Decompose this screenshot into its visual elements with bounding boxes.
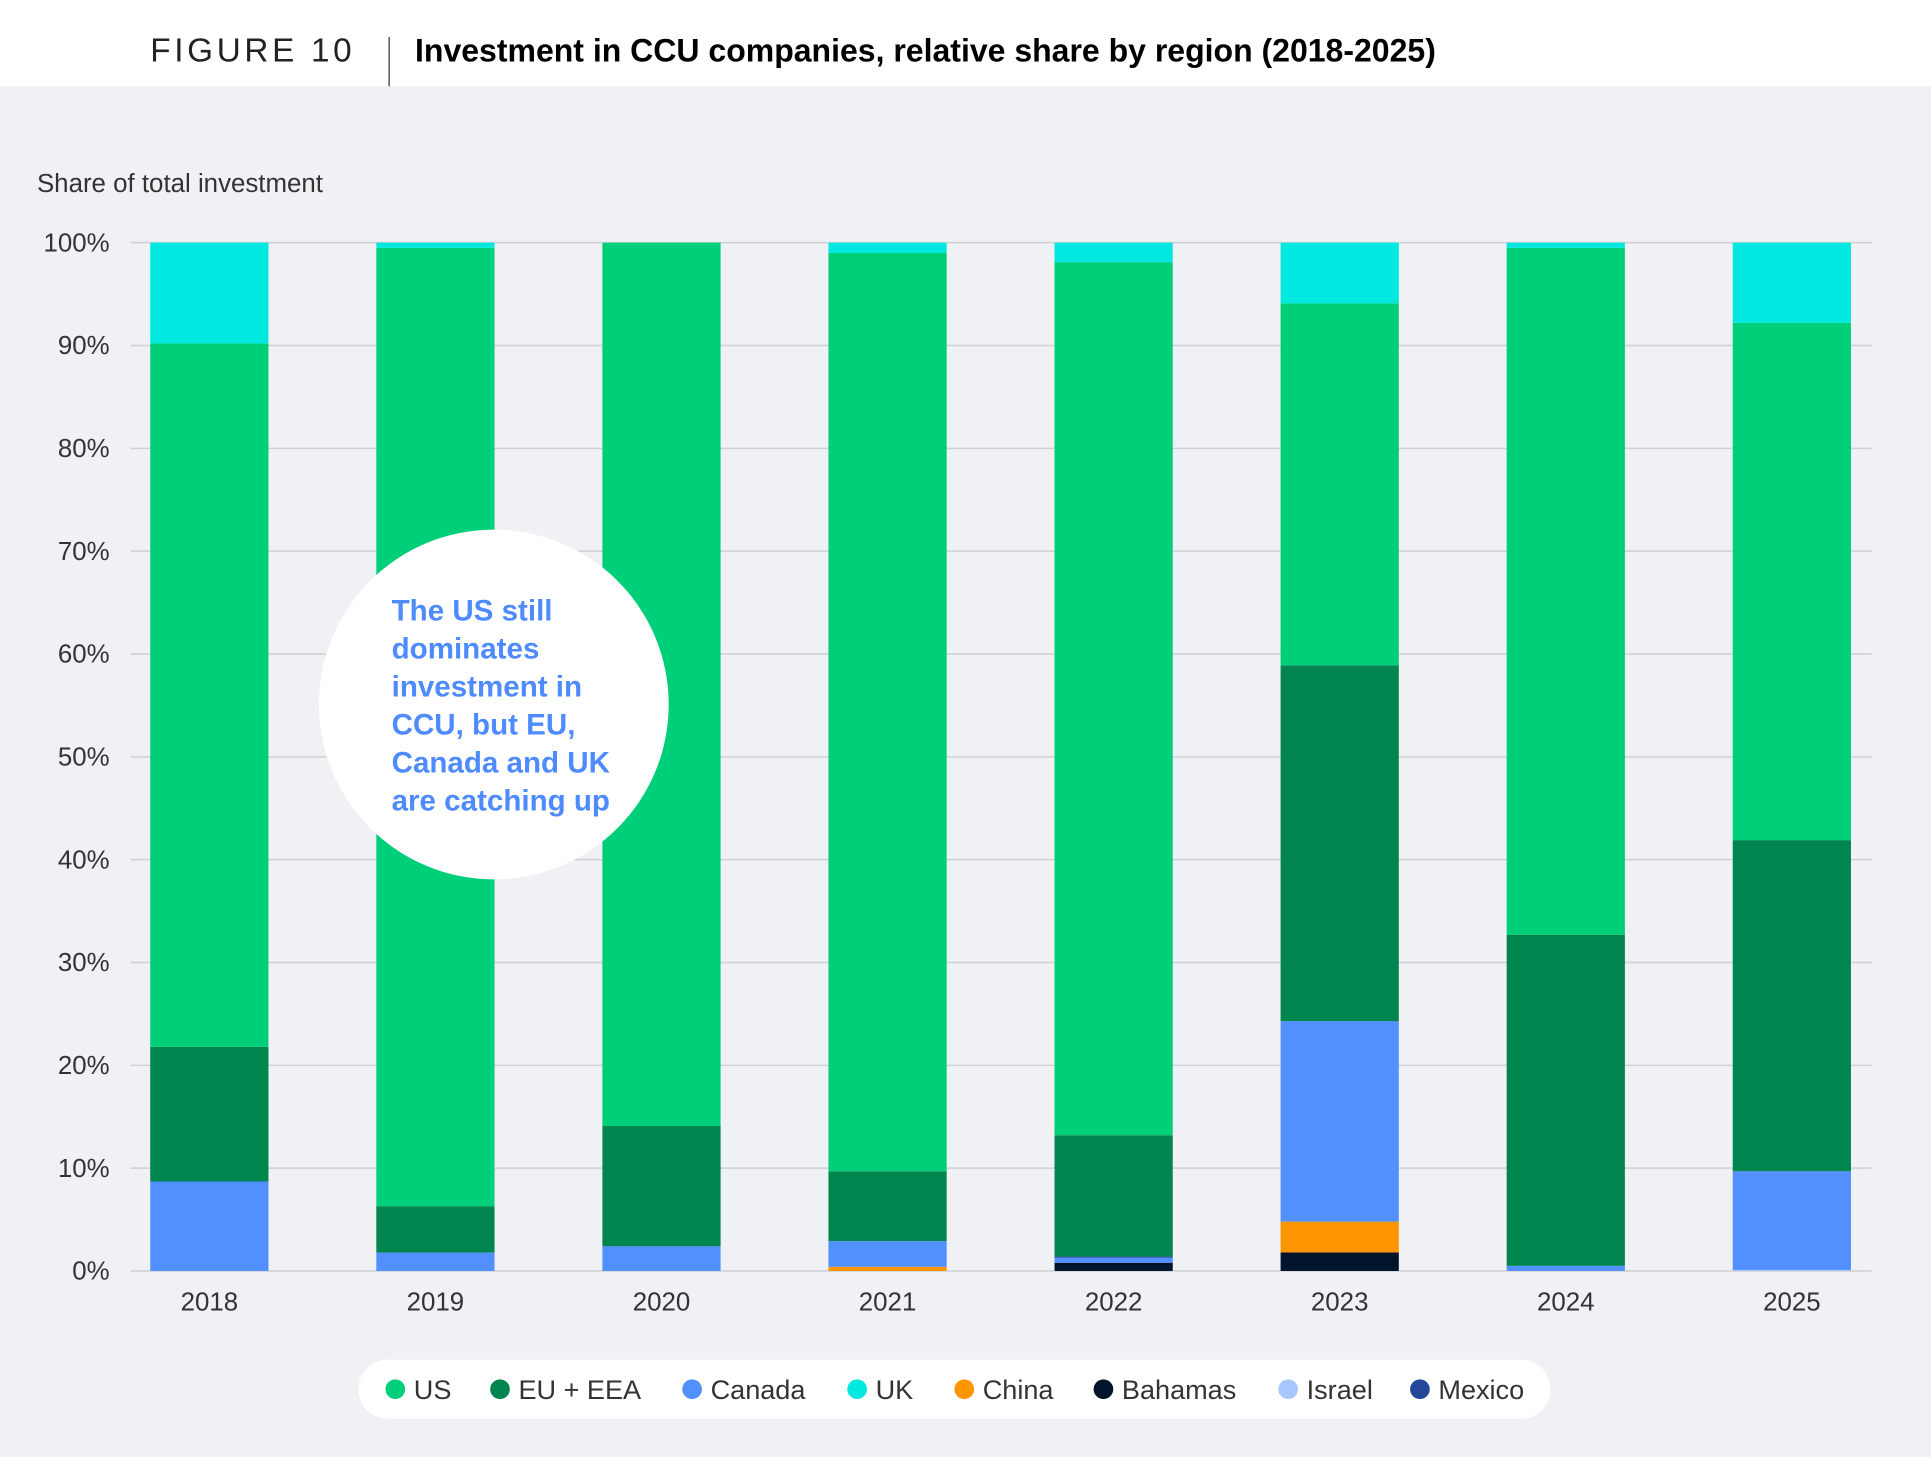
bar-segment-canada-2018 xyxy=(150,1181,269,1271)
bar-segment-canada-2022 xyxy=(1054,1257,1173,1263)
legend-item-israel: Israel xyxy=(1278,1374,1373,1405)
annotation-text: CCU, but EU, xyxy=(392,709,576,742)
y-tick-label: 100% xyxy=(43,229,109,257)
y-tick-label: 0% xyxy=(72,1258,109,1286)
bar-segment-canada-2020 xyxy=(602,1246,721,1271)
bar-segment-eu-eea-2021 xyxy=(828,1171,947,1242)
bar-segment-china-2023 xyxy=(1280,1221,1399,1253)
bar-segment-us-2021 xyxy=(828,252,947,1172)
x-tick-label: 2021 xyxy=(859,1288,917,1316)
x-tick-label: 2018 xyxy=(181,1288,239,1316)
bar-segment-uk-2019 xyxy=(376,242,495,248)
bar-segment-uk-2018 xyxy=(150,242,269,344)
legend-item-mexico: Mexico xyxy=(1410,1374,1524,1405)
legend-label: UK xyxy=(876,1374,914,1405)
bar-stack-2022 xyxy=(1054,242,1173,1271)
legend-item-bahamas: Bahamas xyxy=(1093,1374,1236,1405)
legend-swatch xyxy=(954,1379,975,1400)
legend-swatch xyxy=(490,1379,510,1400)
legend-swatch xyxy=(682,1379,702,1400)
bar-stack-2025 xyxy=(1732,242,1851,1271)
bar-segment-canada-2025 xyxy=(1732,1171,1851,1270)
annotation-text: are catching up xyxy=(392,784,610,817)
y-tick-label: 60% xyxy=(58,641,110,669)
legend-label: China xyxy=(983,1374,1055,1405)
bar-segment-us-2023 xyxy=(1280,303,1399,666)
bar-segment-eu-eea-2020 xyxy=(602,1125,721,1247)
bar-segment-china-2021 xyxy=(828,1266,947,1271)
bar-segment-us-2022 xyxy=(1054,262,1173,1136)
x-tick-label: 2020 xyxy=(633,1288,691,1316)
legend-item-us: US xyxy=(385,1374,451,1405)
legend-swatch xyxy=(385,1379,406,1400)
x-tick-label: 2019 xyxy=(407,1288,465,1316)
legend-label: Mexico xyxy=(1438,1374,1524,1405)
bar-stack-2024 xyxy=(1506,242,1625,1271)
legend-item-china: China xyxy=(954,1374,1054,1405)
bar-segment-us-2024 xyxy=(1506,247,1625,935)
x-tick-label: 2024 xyxy=(1537,1288,1595,1316)
legend-label: US xyxy=(414,1374,452,1405)
annotation-bubble xyxy=(318,529,669,880)
bar-segment-us-2025 xyxy=(1732,322,1851,841)
bar-segment-bahamas-2023 xyxy=(1280,1252,1399,1271)
legend-swatch xyxy=(1278,1379,1299,1400)
legend-swatch xyxy=(1410,1379,1430,1400)
bar-segment-eu-eea-2024 xyxy=(1506,934,1625,1266)
legend-swatch xyxy=(1093,1379,1114,1400)
annotation-text: Canada and UK xyxy=(392,746,611,779)
y-tick-label: 80% xyxy=(58,435,110,463)
y-tick-label: 70% xyxy=(58,538,110,566)
x-tick-label: 2025 xyxy=(1763,1288,1821,1316)
legend-label: Israel xyxy=(1307,1374,1373,1405)
y-tick-label: 20% xyxy=(58,1052,110,1080)
bar-segment-uk-2022 xyxy=(1054,242,1173,263)
bar-segment-bahamas-2022 xyxy=(1054,1262,1173,1271)
bar-segment-canada-2024 xyxy=(1506,1265,1625,1271)
y-tick-label: 30% xyxy=(58,949,110,977)
y-tick-label: 40% xyxy=(58,846,110,874)
bar-stack-2018 xyxy=(150,242,269,1271)
bar-segment-uk-2021 xyxy=(828,242,947,253)
legend-swatch xyxy=(847,1379,867,1400)
bar-segment-eu-eea-2022 xyxy=(1054,1135,1173,1257)
legend-item-canada: Canada xyxy=(682,1374,806,1405)
bar-segment-uk-2025 xyxy=(1732,242,1851,323)
annotation-text: The US still xyxy=(392,595,553,628)
legend-label: EU + EEA xyxy=(518,1374,642,1405)
bar-stack-2023 xyxy=(1280,242,1399,1271)
bar-segment-us-2018 xyxy=(150,343,269,1047)
bar-stack-2021 xyxy=(828,242,947,1271)
bar-segment-canada-2021 xyxy=(828,1241,947,1267)
y-tick-label: 10% xyxy=(58,1155,110,1183)
x-tick-label: 2022 xyxy=(1085,1288,1143,1316)
bar-segment-canada-2023 xyxy=(1280,1021,1399,1222)
bar-segment-eu-eea-2025 xyxy=(1732,840,1851,1172)
bar-segment-uk-2023 xyxy=(1280,242,1399,304)
y-tick-label: 50% xyxy=(58,743,110,771)
bar-segment-canada-2019 xyxy=(376,1252,495,1271)
y-tick-label: 90% xyxy=(58,332,110,360)
legend-item-uk: UK xyxy=(847,1374,913,1405)
legend-label: Canada xyxy=(711,1374,807,1405)
bar-segment-eu-eea-2018 xyxy=(150,1046,269,1182)
bar-segment-israel-2025 xyxy=(1732,1269,1851,1271)
figure-label: FIGURE 10 xyxy=(150,33,355,70)
bar-segment-mexico-2022 xyxy=(1054,1256,1173,1258)
annotation-text: dominates xyxy=(392,633,540,666)
y-axis-label: Share of total investment xyxy=(37,170,323,198)
bar-segment-uk-2024 xyxy=(1506,242,1625,248)
bar-segment-eu-eea-2019 xyxy=(376,1206,495,1253)
legend-item-eu-eea: EU + EEA xyxy=(490,1374,642,1405)
header-band xyxy=(0,0,1931,87)
x-tick-label: 2023 xyxy=(1311,1288,1369,1316)
bar-segment-eu-eea-2023 xyxy=(1280,665,1399,1022)
annotation-text: investment in xyxy=(392,671,582,704)
legend-label: Bahamas xyxy=(1122,1374,1236,1405)
chart-title: Investment in CCU companies, relative sh… xyxy=(415,33,1436,69)
